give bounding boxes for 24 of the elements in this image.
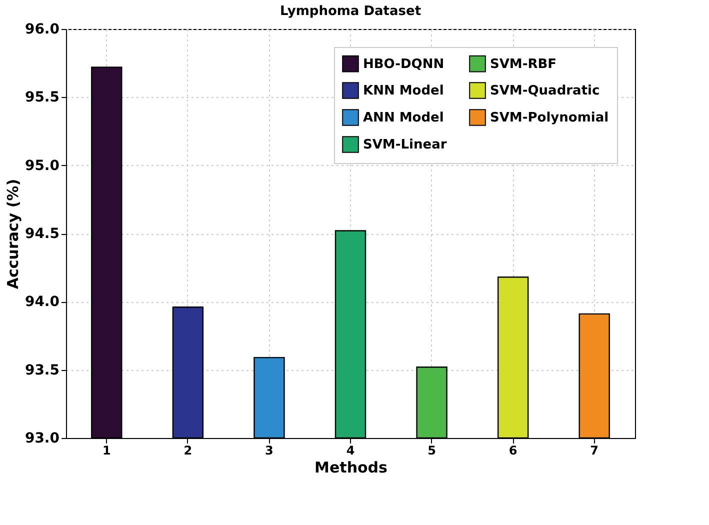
legend-label: SVM-Quadratic [490, 84, 600, 98]
y-axis-title: Accuracy (%) [4, 178, 22, 290]
y-tick-label: 94.0 [24, 294, 60, 310]
x-tick-label: 7 [590, 444, 599, 458]
y-tick-label: 93.5 [24, 362, 60, 378]
legend-label: HBO-DQNN [363, 56, 444, 72]
legend-label: ANN Model [363, 110, 444, 126]
x-tick-label: 6 [508, 444, 518, 458]
legend-label: SVM-Polynomial [490, 110, 609, 126]
x-tick-label: 4 [346, 444, 355, 458]
y-tick-label: 94.5 [24, 226, 60, 242]
legend-label: KNN Model [363, 84, 444, 98]
chart-title: Lymphoma Dataset [280, 4, 422, 19]
y-tick-label: 93.0 [24, 430, 60, 446]
x-tick-label: 5 [428, 444, 436, 458]
x-tick-label: 2 [184, 444, 192, 458]
x-axis-title: Methods [314, 458, 388, 476]
y-tick-label: 95.0 [24, 158, 60, 174]
x-tick-label: 3 [265, 444, 274, 458]
legend-label: SVM-RBF [490, 56, 557, 72]
y-tick-label: 96.0 [24, 22, 60, 38]
y-tick-label: 95.5 [24, 90, 60, 106]
x-tick-label: 1 [102, 444, 111, 458]
legend-label: SVM-Linear [363, 138, 448, 152]
